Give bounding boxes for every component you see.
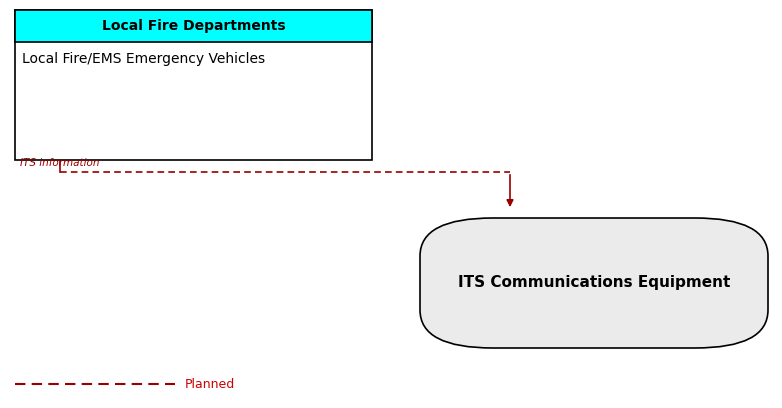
Text: Local Fire Departments: Local Fire Departments — [102, 19, 285, 33]
FancyBboxPatch shape — [420, 218, 768, 348]
Text: Planned: Planned — [185, 377, 235, 390]
Text: ITS Communications Equipment: ITS Communications Equipment — [457, 275, 730, 290]
Text: Local Fire/EMS Emergency Vehicles: Local Fire/EMS Emergency Vehicles — [22, 52, 265, 66]
FancyBboxPatch shape — [15, 10, 372, 42]
Text: ITS information: ITS information — [20, 158, 99, 168]
FancyBboxPatch shape — [15, 10, 372, 160]
